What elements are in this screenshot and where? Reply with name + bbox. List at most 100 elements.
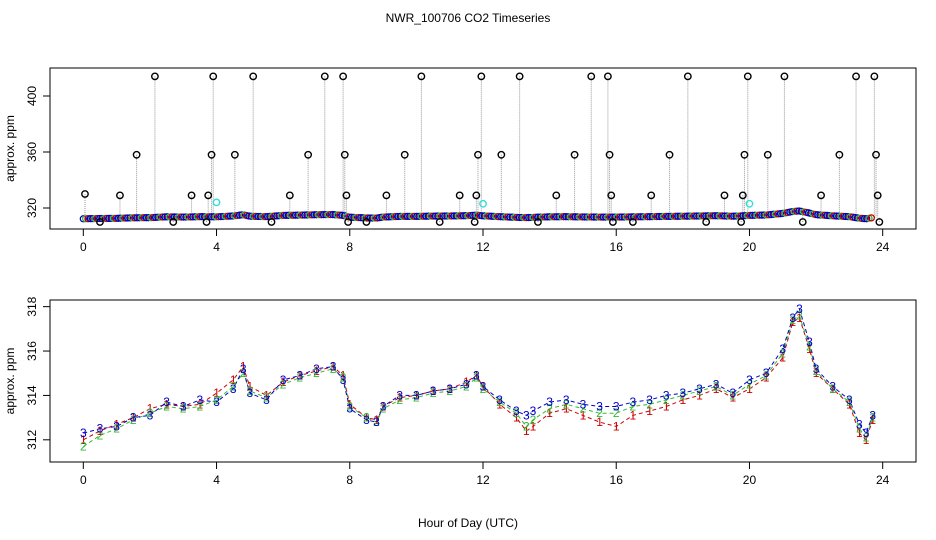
baseline-point [459, 212, 467, 220]
baseline-point [599, 213, 607, 221]
series-marker-1: 1 [630, 408, 637, 422]
ring-point [474, 150, 482, 159]
baseline-point [506, 213, 514, 221]
baseline-point [422, 212, 430, 220]
x-tick-label: 8 [346, 473, 353, 487]
ring-point [647, 191, 656, 200]
baseline-point [191, 213, 199, 221]
series-marker-3: 3 [496, 393, 503, 407]
series-marker-3: 3 [863, 426, 870, 440]
series-marker-3: 3 [829, 380, 836, 394]
ring-point [683, 72, 692, 81]
series-marker-3: 3 [729, 386, 736, 400]
ring-point [477, 72, 486, 81]
series-line-1 [83, 317, 874, 441]
baseline-point [510, 213, 519, 221]
series-marker-2: 2 [613, 406, 620, 420]
baseline-point [664, 212, 673, 221]
baseline-point [294, 211, 302, 219]
series-marker-1: 1 [746, 382, 753, 396]
series-marker-3: 3 [580, 397, 587, 411]
baseline-point [156, 213, 164, 221]
baseline-point [277, 211, 286, 220]
baseline-point [830, 212, 838, 220]
series-marker-2: 2 [247, 384, 254, 398]
ring-point [780, 72, 789, 81]
series-marker-2: 2 [713, 380, 720, 394]
baseline-point [116, 214, 125, 222]
series-marker-3: 3 [263, 393, 270, 407]
series-marker-2: 2 [863, 431, 870, 445]
series-marker-3: 3 [247, 386, 254, 400]
baseline-point [109, 214, 118, 223]
baseline-point [718, 212, 726, 220]
baseline-point [569, 213, 577, 221]
baseline-point [410, 212, 419, 221]
ring-point [702, 218, 711, 226]
series-marker-3: 3 [113, 419, 120, 433]
series-marker-2: 2 [463, 380, 470, 394]
series-marker-3: 3 [869, 408, 876, 422]
baseline-point [315, 211, 323, 219]
series-marker-3: 3 [856, 417, 863, 431]
baseline-point [835, 212, 843, 220]
series-marker-2: 2 [213, 393, 220, 407]
series-marker-1: 1 [340, 368, 347, 382]
baseline-point [396, 212, 405, 221]
series-marker-3: 3 [796, 302, 803, 316]
ring-point [249, 72, 258, 81]
baseline-point [522, 214, 530, 222]
baseline-point [592, 213, 600, 221]
cyan-point [479, 199, 487, 208]
series-marker-3: 3 [230, 382, 237, 396]
baseline-point [613, 213, 621, 221]
series-marker-1: 1 [180, 400, 187, 414]
baseline-point [562, 213, 570, 221]
ring-point [737, 218, 746, 226]
baseline-point [175, 213, 183, 221]
series-marker-2: 2 [856, 422, 863, 436]
series-marker-3: 3 [596, 400, 603, 414]
baseline-point [823, 211, 831, 220]
y-tick-label: 316 [25, 341, 39, 361]
baseline-point [147, 213, 155, 222]
baseline-point [615, 213, 624, 221]
cyan-point [212, 198, 221, 207]
baseline-point [184, 213, 192, 221]
baseline-point [734, 212, 743, 220]
baseline-point [368, 214, 377, 222]
baseline-point [548, 213, 556, 221]
ring-point [342, 191, 351, 200]
baseline-point [354, 213, 363, 222]
series-marker-1: 1 [596, 415, 603, 429]
series-marker-1: 1 [789, 315, 796, 329]
ring-point [202, 218, 211, 226]
series-marker-2: 2 [563, 397, 570, 411]
series-marker-2: 2 [430, 386, 437, 400]
series-marker-1: 1 [80, 433, 87, 447]
baseline-point [828, 212, 836, 220]
ring-point [628, 218, 637, 226]
baseline-point [254, 212, 262, 221]
baseline-point [140, 214, 148, 222]
series-marker-2: 2 [496, 395, 503, 409]
baseline-point [583, 213, 591, 221]
baseline-point [676, 212, 684, 220]
baseline-point [732, 212, 740, 220]
baseline-point [312, 211, 321, 219]
ring-point [607, 191, 616, 200]
series-marker-1: 1 [363, 411, 370, 425]
x-tick-label: 24 [876, 473, 890, 487]
baseline-point [137, 214, 146, 222]
series-marker-1: 1 [646, 404, 653, 418]
baseline-point [114, 214, 122, 222]
ring-point [604, 72, 612, 81]
series-marker-3: 3 [613, 400, 620, 414]
baseline-point [578, 213, 586, 221]
series-marker-2: 2 [813, 364, 820, 378]
baseline-point [683, 212, 691, 220]
baseline-point [126, 214, 134, 222]
y-tick-label: 400 [25, 86, 39, 106]
baseline-point [557, 213, 565, 221]
